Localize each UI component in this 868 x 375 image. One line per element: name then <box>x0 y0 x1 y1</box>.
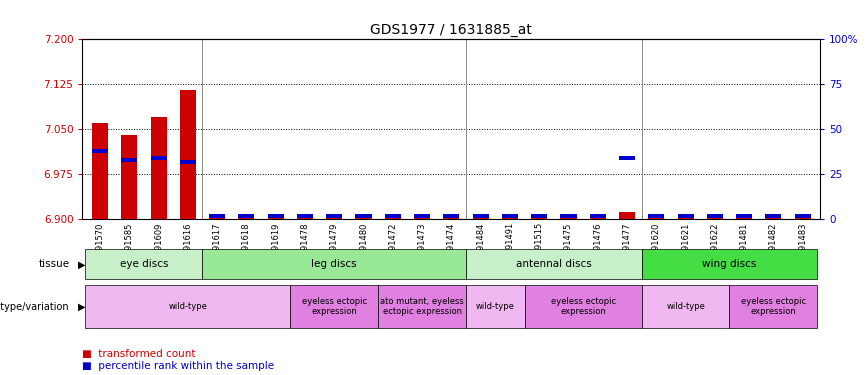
Bar <box>180 90 196 219</box>
Text: wing discs: wing discs <box>702 260 757 269</box>
Text: leg discs: leg discs <box>312 260 357 269</box>
Bar <box>297 216 313 219</box>
Text: ▶: ▶ <box>78 260 86 269</box>
Text: ato mutant, eyeless
ectopic expression: ato mutant, eyeless ectopic expression <box>380 297 464 316</box>
Bar <box>122 158 137 162</box>
Text: genotype/variation: genotype/variation <box>0 302 69 312</box>
Bar <box>92 123 108 219</box>
Bar <box>531 216 547 219</box>
Bar <box>561 216 576 219</box>
Bar <box>267 214 284 218</box>
Text: wild-type: wild-type <box>666 302 705 311</box>
Text: eyeless ectopic
expression: eyeless ectopic expression <box>550 297 615 316</box>
Bar <box>122 135 137 219</box>
Text: antennal discs: antennal discs <box>516 260 592 269</box>
Bar <box>707 214 723 218</box>
Text: tissue: tissue <box>38 260 69 269</box>
Bar <box>444 214 459 218</box>
Bar <box>678 215 694 219</box>
Bar <box>619 156 635 160</box>
Bar <box>736 214 753 218</box>
Bar <box>209 214 225 218</box>
Bar <box>356 214 372 218</box>
Bar <box>356 216 372 219</box>
Bar <box>531 214 547 218</box>
Bar <box>794 216 811 219</box>
Bar <box>385 216 401 219</box>
Text: ■  percentile rank within the sample: ■ percentile rank within the sample <box>82 361 274 370</box>
Bar <box>561 214 576 218</box>
Bar <box>472 216 489 219</box>
Bar <box>180 160 196 164</box>
Text: wild-type: wild-type <box>168 302 207 311</box>
Bar <box>766 214 781 218</box>
Bar <box>385 214 401 218</box>
Bar <box>648 215 664 219</box>
Bar <box>589 216 606 219</box>
Bar <box>678 214 694 218</box>
Bar <box>297 214 313 218</box>
Bar <box>209 214 225 219</box>
Title: GDS1977 / 1631885_at: GDS1977 / 1631885_at <box>371 23 532 37</box>
Bar <box>150 156 167 160</box>
Bar <box>794 214 811 218</box>
Bar <box>766 216 781 219</box>
Bar <box>414 214 431 218</box>
Bar <box>267 214 284 219</box>
Bar <box>414 216 431 219</box>
Text: ▶: ▶ <box>78 302 86 312</box>
Bar <box>502 214 518 218</box>
Text: eye discs: eye discs <box>120 260 168 269</box>
Bar <box>92 149 108 153</box>
Text: eyeless ectopic
expression: eyeless ectopic expression <box>741 297 806 316</box>
Bar <box>239 214 254 219</box>
Bar <box>444 216 459 219</box>
Bar <box>707 215 723 219</box>
Bar <box>239 214 254 218</box>
Text: wild-type: wild-type <box>476 302 515 311</box>
Bar <box>736 216 753 219</box>
Bar <box>150 117 167 219</box>
Bar <box>589 214 606 218</box>
Bar <box>326 216 342 219</box>
Bar <box>648 214 664 218</box>
Bar <box>619 212 635 219</box>
Text: ■  transformed count: ■ transformed count <box>82 350 196 359</box>
Bar <box>502 216 518 219</box>
Text: eyeless ectopic
expression: eyeless ectopic expression <box>302 297 367 316</box>
Bar <box>472 214 489 218</box>
Bar <box>326 214 342 218</box>
